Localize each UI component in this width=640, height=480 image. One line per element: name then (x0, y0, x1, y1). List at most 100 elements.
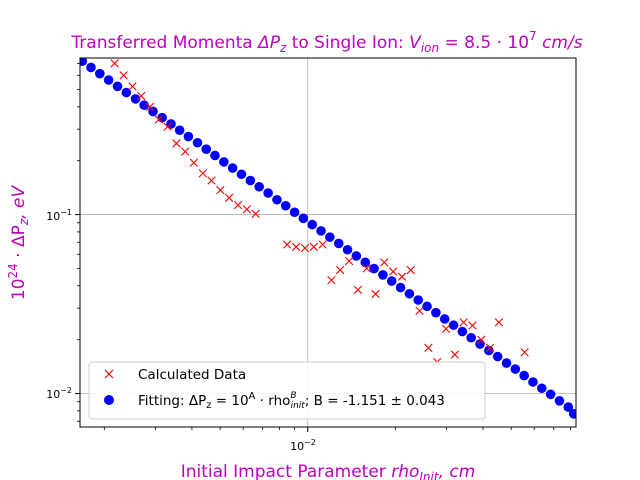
calculated-point-stroke (300, 243, 310, 253)
fitting-point (568, 409, 576, 419)
calculated-point-stroke (242, 205, 252, 214)
calculated-point (119, 71, 128, 80)
fitting-point (183, 131, 194, 142)
y-tick-label-1e-2: 10−2 (46, 386, 72, 401)
legend: Calculated Data Fitting: ΔPz = 10A · rho… (88, 361, 486, 420)
fitting-point (174, 125, 185, 136)
legend-label-calculated: Calculated Data (138, 367, 246, 383)
fitting-point (245, 175, 256, 186)
calculated-point-stroke (119, 71, 128, 80)
calculated-point (485, 343, 495, 353)
fitting-point (227, 163, 238, 173)
calculated-point-stroke (477, 335, 486, 344)
chart-title: Transferred Momenta ΔPz to Single Ion: V… (70, 29, 582, 55)
calculated-point (145, 102, 155, 112)
calculated-point-stroke (371, 289, 380, 299)
fitting-point (280, 200, 291, 211)
calculated-point (494, 318, 504, 327)
calculated-point-stroke (128, 82, 137, 91)
fitting-point (325, 232, 335, 242)
calculated-point-stroke (344, 256, 354, 266)
calculated-point-stroke (494, 318, 504, 327)
calculated-point-stroke (336, 265, 345, 275)
calculated-point-stroke (362, 264, 371, 273)
legend-marker-fitting (104, 395, 114, 405)
calculated-point-stroke (207, 176, 216, 185)
fitting-point (298, 213, 309, 224)
fitting-point (484, 345, 494, 356)
calculated-point (353, 285, 363, 294)
fitting-point (475, 339, 485, 349)
fitting-point (528, 377, 538, 387)
calculated-point (233, 200, 243, 210)
calculated-point-stroke (224, 193, 234, 203)
fitting-point (272, 194, 282, 205)
fitting-point (413, 295, 423, 305)
calculated-point (441, 324, 451, 333)
axis-ticks (75, 62, 571, 432)
calculated-point-stroke (216, 185, 225, 195)
fitting-point (333, 238, 344, 249)
fitting-point (501, 358, 512, 368)
calculated-point (459, 318, 468, 327)
fitting-point (130, 94, 141, 104)
calculated-point (327, 275, 336, 285)
legend-box (88, 361, 486, 420)
calculated-point-stroke (291, 242, 301, 252)
fitting-point (289, 207, 300, 218)
calculated-point-stroke (380, 258, 389, 267)
calculated-point (189, 158, 198, 167)
calculated-point-stroke (233, 200, 243, 210)
calculated-point-stroke (397, 272, 407, 281)
calculated-point (207, 176, 216, 185)
fitting-point (386, 276, 397, 286)
calculated-point (251, 209, 260, 218)
fitting-point (404, 288, 415, 299)
calculated-point (415, 306, 424, 315)
fitting-point (457, 326, 468, 337)
fitting-point (554, 396, 565, 406)
calculated-point-stroke (145, 102, 155, 112)
fitting-point (254, 181, 264, 192)
y-tick-label-1e-1: 10−1 (46, 208, 72, 223)
calculated-point-stroke (353, 285, 363, 294)
calculated-point-stroke (251, 209, 260, 218)
calculated-point-stroke (406, 265, 415, 275)
calculated-point (336, 265, 345, 275)
fitting-point (466, 332, 476, 343)
fitting-point (86, 62, 96, 73)
fitting-point (307, 219, 318, 230)
y-axis-label: 1024 · ΔPz, eV (6, 185, 31, 301)
calculated-point (450, 350, 460, 359)
fitting-point (563, 402, 574, 412)
calculated-point (128, 82, 137, 91)
calculated-point-stroke (327, 275, 336, 285)
calculated-point-stroke (172, 139, 181, 148)
fitting-point (492, 351, 503, 362)
calculated-point (216, 185, 225, 195)
fitting-point (369, 263, 379, 274)
calculated-point (172, 139, 181, 148)
fitting-point (95, 68, 105, 79)
calculated-point-stroke (459, 318, 468, 327)
fitting-point (192, 137, 203, 148)
calculated-point-stroke (520, 348, 529, 357)
fitting-point (236, 169, 247, 180)
calculated-point-stroke (388, 267, 398, 276)
calculated-point-stroke (137, 91, 146, 101)
calculated-point (520, 348, 529, 357)
x-axis-label: Initial Impact Parameter rhoInit, cm (181, 462, 476, 480)
calculated-point (477, 335, 486, 344)
calculated-point (424, 343, 433, 353)
calculated-point (300, 243, 310, 253)
fitting-point (342, 244, 353, 255)
calculated-point-stroke (318, 240, 327, 249)
calculated-point-stroke (198, 169, 208, 178)
calculated-point (309, 242, 318, 252)
calculated-point (318, 240, 327, 249)
calculated-point (406, 265, 415, 275)
calculated-point (242, 205, 252, 214)
calculated-point-stroke (110, 59, 119, 68)
calculated-point (362, 264, 371, 273)
fitting-point (510, 364, 521, 374)
